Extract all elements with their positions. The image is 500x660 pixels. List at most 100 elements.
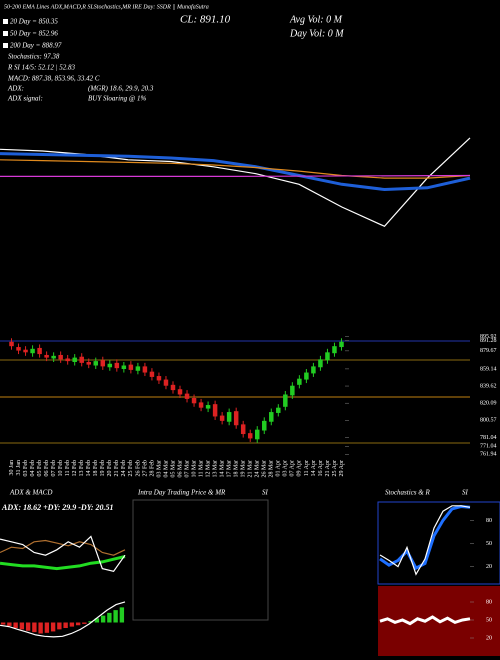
x-tick-label: 31 Jan	[16, 460, 22, 476]
candle-body	[16, 347, 21, 351]
bar	[7, 622, 12, 626]
candle-body	[247, 433, 253, 439]
candle-body	[233, 411, 239, 426]
x-tick-label: 16 Apr	[318, 460, 324, 477]
candle-body	[23, 349, 28, 353]
y-tick-label: 781.04	[480, 435, 497, 441]
bar	[69, 622, 75, 627]
candle-body	[114, 362, 120, 369]
candle-body	[325, 352, 330, 361]
candle-body	[304, 372, 309, 380]
x-tick-label: 12 Feb	[72, 460, 78, 477]
legend-swatch	[3, 31, 8, 36]
x-tick-label: 20 Feb	[107, 460, 113, 477]
x-tick-label: 03 Apr	[283, 460, 289, 477]
adx-mgr: (MGR) 18.6, 29.9, 20.3	[88, 85, 154, 93]
candle-body	[107, 363, 113, 368]
candle-body	[177, 389, 183, 395]
y-tick-label: 895.92	[480, 334, 497, 340]
y-tick-label: 820.09	[480, 401, 497, 407]
candle-body	[226, 412, 232, 422]
x-tick-label: 04 Mar	[163, 460, 169, 478]
x-tick-label: 25 Apr	[332, 460, 338, 477]
day-vol: Day Vol: 0 M	[289, 28, 344, 39]
y-tick-label: 891.28	[480, 338, 497, 344]
candle-body	[37, 347, 42, 355]
series-line	[379, 505, 471, 576]
x-tick-label: 30 Jan	[9, 460, 15, 476]
y-tick-label: 879.67	[480, 348, 497, 354]
top-line: 50-200 EMA Lines ADX,MACD,R SLStochastic…	[4, 3, 209, 10]
y-tick-label: 771.04	[480, 444, 497, 450]
candle-body	[332, 346, 337, 354]
x-tick-label: 21 Mar	[248, 460, 254, 478]
x-tick-label: 05 Mar	[170, 460, 176, 478]
candle-body	[128, 364, 134, 370]
x-tick-label: 18 Feb	[93, 460, 99, 477]
y-tick-label: 50	[486, 617, 492, 623]
candle-body	[283, 394, 288, 407]
x-tick-label: 25 Feb	[128, 460, 134, 477]
rsi-text: R SI 14/5: 52.12 | 52.83	[7, 64, 76, 72]
x-tick-label: 28 Feb	[149, 460, 155, 477]
candle-body	[170, 384, 176, 391]
bar	[75, 622, 81, 626]
panel-title: Stochastics & R	[385, 489, 430, 497]
panel-title: SI	[262, 489, 269, 497]
x-tick-label: 11 Apr	[304, 460, 310, 476]
annotation: ADX: 18.62 +DY: 29.9 -DY: 20.51	[1, 503, 114, 512]
candle-body	[198, 402, 204, 408]
panel-title: Intra Day Trading Price & MR	[137, 489, 226, 497]
candle-body	[86, 361, 91, 365]
x-tick-label: 21 Apr	[325, 460, 331, 477]
x-tick-label: 12 Mar	[205, 460, 211, 478]
candle-body	[156, 376, 162, 381]
panel-title: ADX & MACD	[9, 489, 52, 497]
x-tick-label: 04 Feb	[30, 460, 36, 477]
series-line	[0, 174, 471, 177]
candle-body	[191, 398, 197, 404]
x-tick-label: 29 Apr	[339, 460, 345, 477]
series-line	[0, 159, 471, 179]
x-tick-label: 03 Mar	[156, 460, 162, 478]
candle-body	[100, 360, 106, 367]
x-tick-label: 24 Mar	[255, 460, 261, 478]
bar	[63, 622, 68, 628]
x-tick-label: 01 Apr	[276, 460, 282, 477]
x-tick-label: 14 Feb	[86, 460, 92, 477]
y-tick-label: 20	[486, 635, 492, 641]
ma200: 200 Day = 888.97	[10, 42, 62, 50]
x-tick-label: 07 Mar	[184, 460, 190, 478]
candle-body	[79, 356, 84, 363]
x-tick-label: 10 Feb	[58, 460, 64, 477]
x-tick-label: 13 Mar	[212, 460, 218, 478]
adx-signal: ADX signal:	[7, 95, 43, 103]
x-tick-label: 07 Apr	[290, 460, 296, 477]
series-line	[379, 615, 471, 626]
candle-body	[262, 420, 267, 431]
ma50: 50 Day = 852.96	[10, 30, 58, 38]
bar	[119, 607, 125, 623]
close-price: CL: 891.10	[180, 14, 231, 26]
x-tick-label: 11 Mar	[198, 460, 204, 477]
candle-body	[311, 366, 316, 374]
bar	[100, 615, 106, 623]
x-tick-label: 21 Feb	[114, 460, 120, 477]
adx-text: ADX:	[7, 85, 24, 93]
candle-body	[121, 365, 127, 370]
x-tick-label: 19 Feb	[100, 460, 106, 477]
series-line	[0, 137, 471, 228]
macd-text: MACD: 887.38, 853.96, 33.42 C	[7, 75, 100, 83]
x-tick-label: 03 Feb	[23, 460, 29, 477]
adx-signal-value: BUY Sloaring @ 1%	[88, 95, 147, 103]
x-tick-label: 10 Mar	[191, 460, 197, 478]
x-tick-label: 06 Feb	[44, 460, 50, 477]
intraday-frame	[132, 499, 269, 621]
x-tick-label: 27 Feb	[142, 460, 148, 477]
candle-body	[269, 412, 274, 422]
x-tick-label: 28 Mar	[269, 460, 275, 478]
series-line	[0, 555, 126, 571]
panel-title: SI	[462, 489, 469, 497]
series-line	[0, 535, 126, 572]
